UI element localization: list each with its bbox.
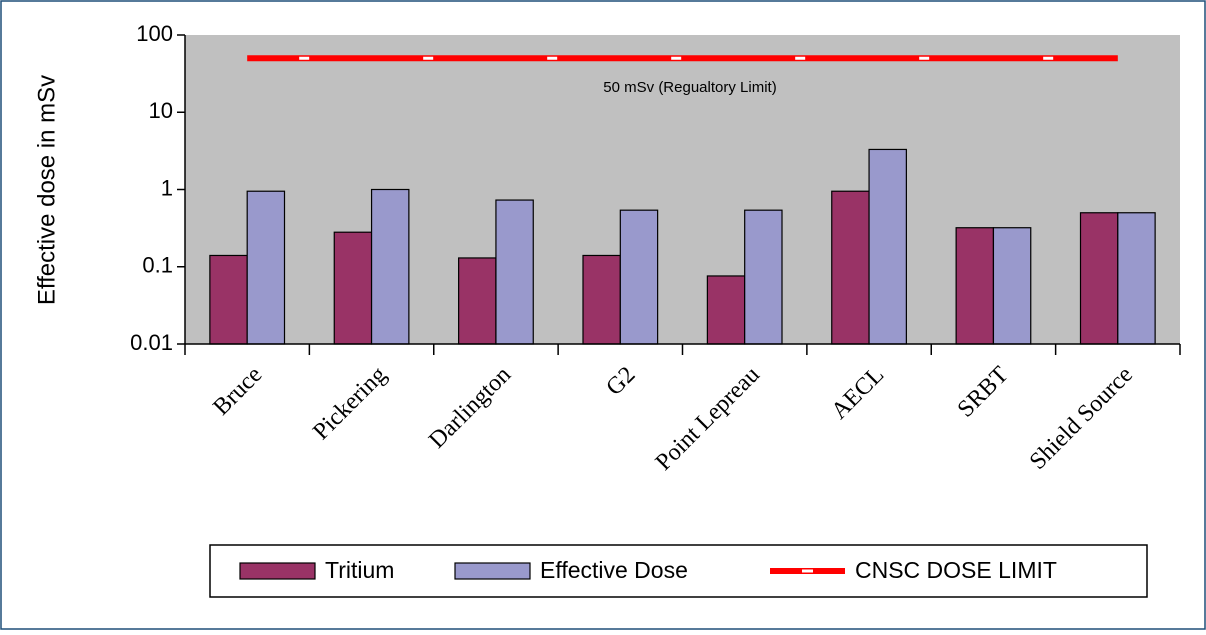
legend-label: CNSC DOSE LIMIT bbox=[855, 557, 1057, 583]
bar bbox=[831, 190, 870, 345]
legend-label: Effective Dose bbox=[540, 557, 688, 583]
y-tick-label: 100 bbox=[136, 21, 173, 46]
bar bbox=[744, 209, 783, 345]
y-tick-label: 10 bbox=[149, 98, 173, 123]
bar bbox=[370, 188, 410, 345]
legend bbox=[209, 544, 1148, 598]
bar bbox=[619, 209, 659, 345]
bar bbox=[246, 190, 286, 345]
legend-swatch bbox=[239, 562, 316, 580]
legend-label: Tritium bbox=[325, 557, 394, 583]
bar bbox=[458, 257, 497, 345]
bar bbox=[868, 148, 907, 345]
y-tick-label: 0.1 bbox=[142, 253, 173, 278]
y-axis-label: Effective dose in mSv bbox=[33, 75, 60, 305]
bar bbox=[706, 275, 746, 345]
bar bbox=[1117, 212, 1156, 345]
bar bbox=[955, 227, 995, 345]
bar bbox=[333, 231, 373, 345]
bar bbox=[495, 199, 534, 345]
legend-swatch bbox=[454, 562, 531, 580]
bar bbox=[992, 227, 1032, 345]
y-tick-label: 1 bbox=[161, 175, 173, 200]
bar bbox=[209, 254, 248, 345]
bar bbox=[1079, 212, 1119, 345]
annotation: 50 mSv (Regualtory Limit) bbox=[603, 79, 776, 96]
y-tick-label: 0.01 bbox=[130, 330, 173, 355]
bar bbox=[582, 254, 621, 345]
